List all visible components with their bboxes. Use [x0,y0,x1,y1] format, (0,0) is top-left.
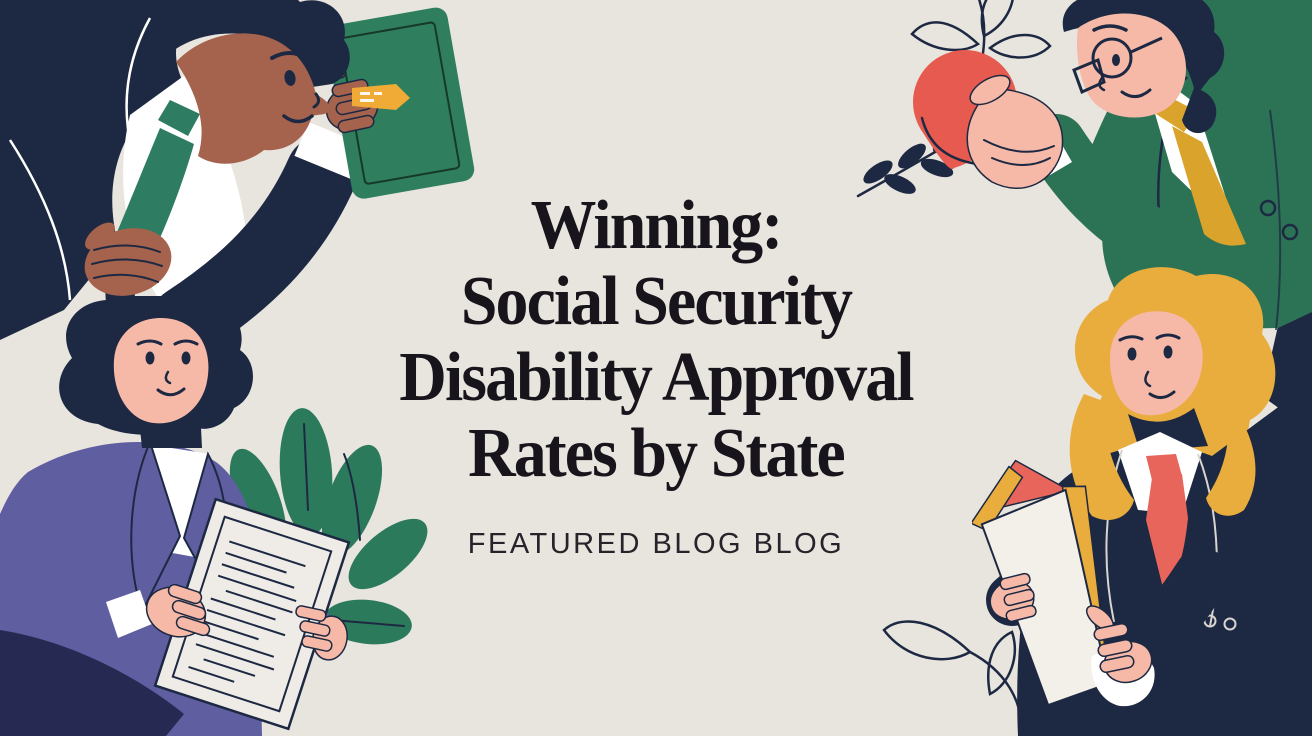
illustration-man-green-suit-fruit [856,0,1312,432]
eyebrow [1092,24,1128,32]
head-woman-2 [1110,311,1203,416]
title-line-3: Disability Approval [399,339,914,416]
eye [1163,345,1173,359]
eye [284,70,296,86]
eyebrow [270,51,308,60]
jacket-button [1259,199,1277,217]
smile [1148,390,1176,399]
nose [312,92,321,109]
page-title: Winning: Social Security Disability Appr… [186,188,1126,492]
eyebrow [136,339,163,346]
face [176,33,330,164]
eyebrow [173,339,199,346]
title-line-1: Winning: [530,187,784,264]
suit-back [0,0,200,340]
jacket-button [1281,223,1299,241]
nose [1098,76,1106,92]
hand-on-fruit [966,74,1064,190]
nose [1144,370,1152,388]
title-line-2: Social Security [460,263,853,340]
shirt-cuff [294,121,368,181]
head-woman-1 [59,296,253,435]
sleeve-button [1223,617,1237,631]
smile [156,387,186,397]
subtitle: FEATURED BLOG BLOG [467,528,845,560]
illustration-woman-purple-blazer-document [0,296,428,736]
blazer-shadow [0,630,184,736]
smile [1120,88,1152,98]
hand-on-tie [84,222,172,296]
head-man-1 [154,0,350,164]
illustration-man-navy-suit-folder [0,0,475,340]
head-man-2 [1062,0,1225,134]
hand-right [1085,605,1153,684]
shirt-cuff [106,590,152,638]
eyebrow [1118,335,1144,342]
glasses-icon [1072,36,1163,95]
hand-left [989,572,1037,623]
smile [282,114,314,124]
document-paper [153,497,351,731]
nose [164,370,172,385]
illustration-woman-navy-suit-book [972,267,1312,736]
hand-right [295,605,348,661]
eye [181,351,191,365]
hand-left [145,583,211,638]
eye [1127,347,1137,361]
price-tag-icon [352,84,410,110]
eye [145,351,155,365]
outline-leaves-icon [910,0,1052,62]
title-line-4: Rates by State [468,415,846,492]
eyebrow [1155,333,1181,340]
eye [1112,54,1120,66]
